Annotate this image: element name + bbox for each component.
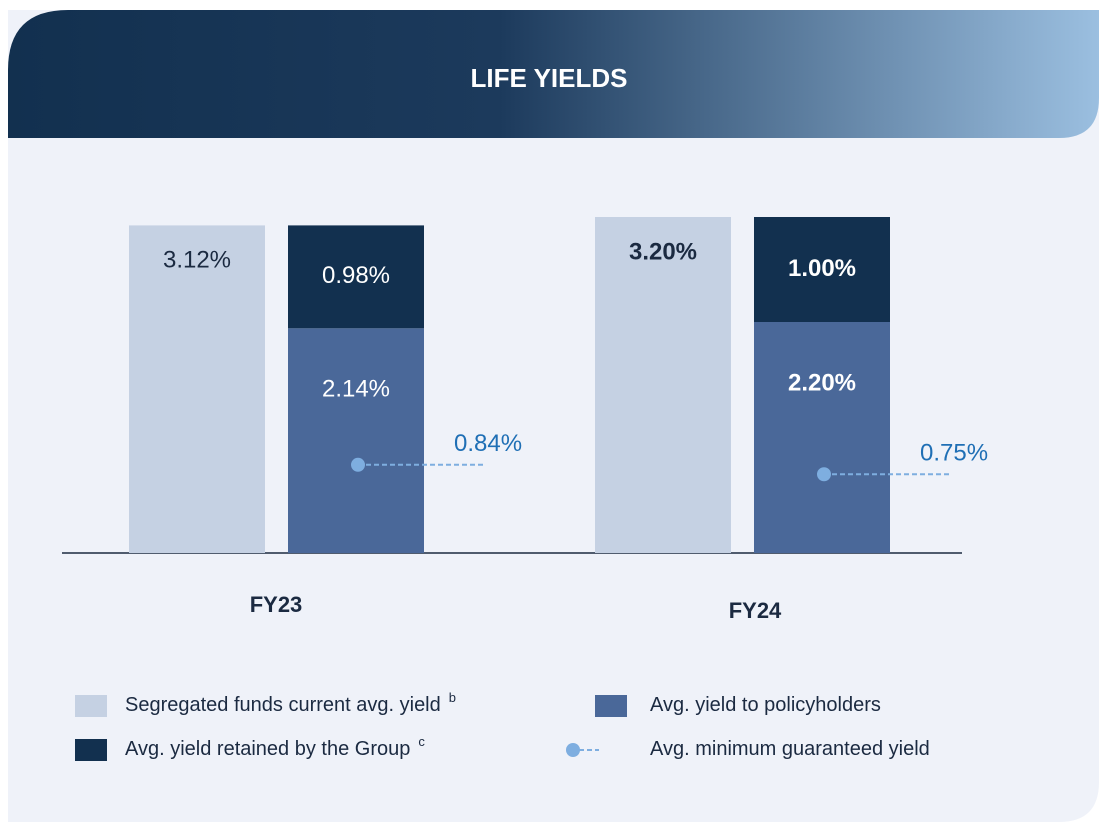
legend-label: Avg. yield to policyholders <box>650 694 881 716</box>
legend-name: Segregated funds current avg. yield <box>125 694 441 716</box>
legend-label: Segregated funds current avg. yield b <box>125 690 456 716</box>
legend-dot <box>566 743 580 757</box>
chart-title: LIFE YIELDS <box>471 63 628 93</box>
legend-label: Avg. minimum guaranteed yield <box>650 738 930 760</box>
legend-name: Avg. yield to policyholders <box>650 694 881 716</box>
header-banner <box>8 10 1099 138</box>
marker-dot <box>351 457 365 472</box>
x-tick-label: FY24 <box>729 598 782 623</box>
legend-footnote: b <box>449 690 456 705</box>
value-label: 3.20% <box>629 238 697 265</box>
x-tick-label: FY23 <box>250 592 303 617</box>
bar-segment <box>754 322 890 553</box>
legend-swatch <box>595 695 627 717</box>
legend-swatch <box>75 695 107 717</box>
value-label: 3.12% <box>163 247 231 274</box>
value-label: 2.14% <box>322 376 390 403</box>
legend-footnote: c <box>418 734 425 749</box>
panel <box>8 10 1099 822</box>
legend-label: Avg. yield retained by the Group c <box>125 734 425 760</box>
bar <box>595 217 731 553</box>
value-label: 0.84% <box>454 430 522 457</box>
value-label: 1.00% <box>788 255 856 282</box>
legend-name: Avg. yield retained by the Group <box>125 738 410 760</box>
bar-segment <box>288 328 424 553</box>
bar-segment <box>754 217 890 322</box>
legend-name: Avg. minimum guaranteed yield <box>650 738 930 760</box>
marker-dot <box>817 467 831 482</box>
bar-segment <box>288 225 424 329</box>
legend-swatch <box>75 739 107 761</box>
value-label: 0.98% <box>322 262 390 289</box>
value-label: 2.20% <box>788 369 856 396</box>
value-label: 0.75% <box>920 440 988 467</box>
bar <box>129 225 265 553</box>
